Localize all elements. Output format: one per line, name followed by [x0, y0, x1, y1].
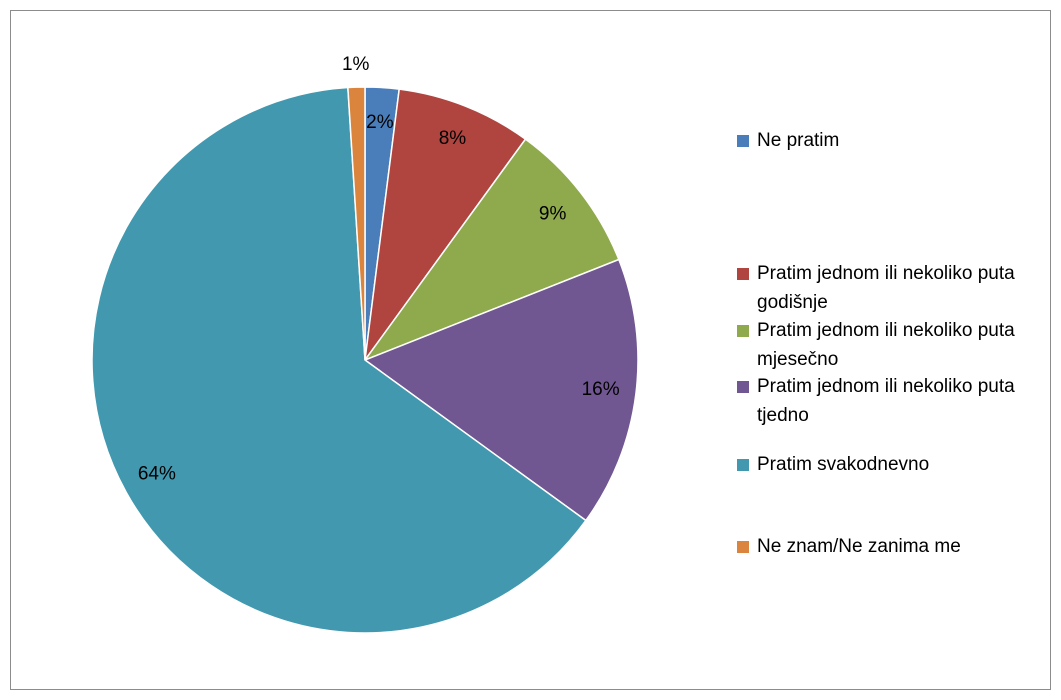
legend-swatch [737, 381, 749, 393]
pie-slice [364, 88, 527, 361]
data-label: 8% [439, 128, 467, 149]
legend-item: Ne znam/Ne zanima me [737, 532, 1047, 561]
legend-swatch [737, 541, 749, 553]
legend-label: Pratim jednom ili nekoliko puta mjesečno [757, 320, 1015, 370]
legend-item: Pratim jednom ili nekoliko puta godišnje [737, 259, 1047, 317]
legend-item: Ne pratim [737, 126, 1047, 155]
legend-label: Pratim svakodnevno [757, 454, 930, 475]
pie-slice [91, 86, 587, 634]
legend-label: Ne pratim [757, 130, 840, 151]
legend-label: Pratim jednom ili nekoliko puta tjedno [757, 376, 1015, 426]
legend-swatch [737, 268, 749, 280]
data-label: 9% [539, 203, 567, 224]
legend-label: Ne znam/Ne zanima me [757, 536, 961, 557]
legend-item: Pratim svakodnevno [737, 450, 1047, 479]
legend-swatch [737, 135, 749, 147]
pie-slice [347, 86, 366, 361]
pie-slice [362, 138, 620, 362]
legend-item: Pratim jednom ili nekoliko puta mjesečno [737, 316, 1047, 374]
data-label: 2% [366, 112, 394, 133]
data-label: 1% [342, 54, 370, 75]
pie-slice [363, 258, 639, 522]
legend-swatch [737, 325, 749, 337]
data-label: 64% [138, 463, 176, 484]
legend-label: Pratim jednom ili nekoliko puta godišnje [757, 263, 1015, 313]
legend-swatch [737, 459, 749, 471]
data-label: 16% [582, 379, 620, 400]
legend-item: Pratim jednom ili nekoliko puta tjedno [737, 372, 1047, 430]
